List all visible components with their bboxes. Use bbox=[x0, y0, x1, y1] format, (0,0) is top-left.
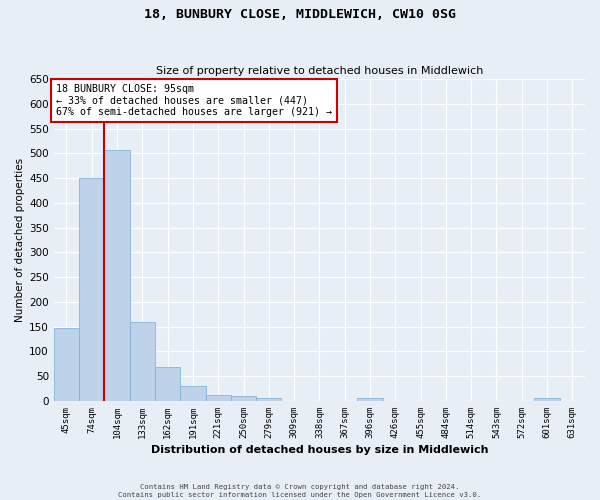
Bar bbox=[79, 178, 104, 401]
Bar bbox=[180, 386, 206, 401]
Text: 18 BUNBURY CLOSE: 95sqm
← 33% of detached houses are smaller (447)
67% of semi-d: 18 BUNBURY CLOSE: 95sqm ← 33% of detache… bbox=[56, 84, 332, 117]
Bar bbox=[535, 398, 560, 401]
Bar bbox=[155, 368, 180, 401]
Title: Size of property relative to detached houses in Middlewich: Size of property relative to detached ho… bbox=[156, 66, 483, 76]
Bar bbox=[231, 396, 256, 401]
Bar bbox=[256, 398, 281, 401]
Bar bbox=[104, 150, 130, 401]
Y-axis label: Number of detached properties: Number of detached properties bbox=[15, 158, 25, 322]
X-axis label: Distribution of detached houses by size in Middlewich: Distribution of detached houses by size … bbox=[151, 445, 488, 455]
Bar bbox=[206, 394, 231, 401]
Bar bbox=[54, 328, 79, 401]
Text: Contains HM Land Registry data © Crown copyright and database right 2024.
Contai: Contains HM Land Registry data © Crown c… bbox=[118, 484, 482, 498]
Bar bbox=[358, 398, 383, 401]
Bar bbox=[130, 322, 155, 401]
Text: 18, BUNBURY CLOSE, MIDDLEWICH, CW10 0SG: 18, BUNBURY CLOSE, MIDDLEWICH, CW10 0SG bbox=[144, 8, 456, 20]
